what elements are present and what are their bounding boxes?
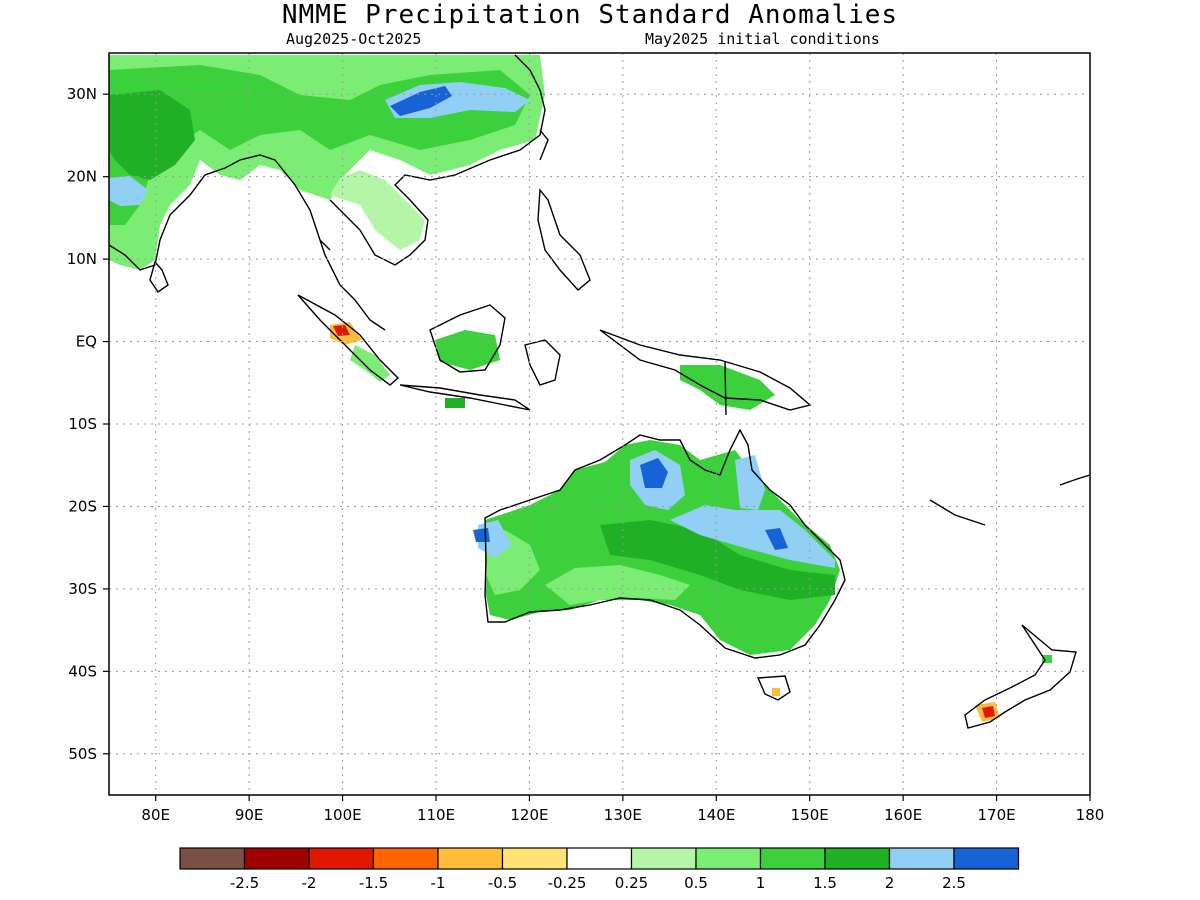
legend-label: -2.5 <box>230 874 259 892</box>
legend-swatch <box>695 847 762 870</box>
legend-label: 1.5 <box>813 874 837 892</box>
legend-label: 2 <box>885 874 895 892</box>
india-blue-patch <box>109 176 148 206</box>
legend-swatch <box>759 847 826 870</box>
legend-swatch <box>243 847 310 870</box>
lon-tick-label: 90E <box>235 806 264 824</box>
australia-north-dark-blue <box>640 458 668 488</box>
lat-tick-label: EQ <box>76 333 97 351</box>
lat-tick-label: 20S <box>68 497 97 515</box>
axis-ticks: 30N 20N 10N EQ 10S 20S 30S 40S 50S 80E 90E 100E 110E… <box>67 85 1105 824</box>
tasmania-dry <box>772 688 780 696</box>
legend-swatch <box>630 847 697 870</box>
legend-swatch <box>566 847 633 870</box>
australia-east-blue <box>670 505 835 568</box>
lon-tick-label: 110E <box>417 806 455 824</box>
legend-swatch <box>308 847 375 870</box>
lon-tick-label: 170E <box>978 806 1016 824</box>
borneo-wet <box>435 330 500 370</box>
lon-tick-label: 150E <box>791 806 829 824</box>
legend-label: 1 <box>756 874 766 892</box>
java-wet <box>445 398 465 408</box>
indochina-light-wet <box>330 170 425 250</box>
sumatra-red-patch <box>333 325 350 336</box>
initial-conditions: May2025 initial conditions <box>645 30 880 48</box>
legend-swatch <box>501 847 568 870</box>
australia-west-dark-blue <box>473 528 490 542</box>
legend-swatch <box>437 847 504 870</box>
lon-tick-label: 100E <box>324 806 362 824</box>
forecast-period: Aug2025-Oct2025 <box>286 30 422 48</box>
legend-swatch <box>888 847 955 870</box>
lon-tick-label: 180 <box>1076 806 1105 824</box>
color-legend: -2.5 -2 -1.5 -1 -0.5 -0.25 0.25 0.5 1 1.5 2 2.5 <box>179 847 1020 892</box>
legend-label: 2.5 <box>942 874 966 892</box>
lat-tick-label: 20N <box>67 168 97 186</box>
lon-tick-label: 120E <box>510 806 548 824</box>
lon-tick-label: 80E <box>141 806 170 824</box>
australia-dark-band <box>600 520 835 600</box>
china-dark-blue-patch <box>390 86 452 116</box>
india-dark-wet <box>109 90 195 180</box>
lat-tick-label: 30N <box>67 85 97 103</box>
legend-swatch <box>179 847 246 870</box>
lon-tick-label: 130E <box>604 806 642 824</box>
legend-label: 0.5 <box>684 874 708 892</box>
sumatra-wet <box>350 345 390 382</box>
legend-swatch <box>953 847 1020 870</box>
map-title: NMME Precipitation Standard Anomalies <box>281 0 899 30</box>
legend-label: -0.5 <box>488 874 517 892</box>
coastlines <box>109 54 1090 729</box>
lat-tick-label: 10S <box>68 415 97 433</box>
queensland-blue-strip <box>735 455 765 510</box>
legend-label: -2 <box>302 874 317 892</box>
legend-swatch <box>372 847 439 870</box>
lon-tick-label: 160E <box>884 806 922 824</box>
graticule <box>109 53 1090 795</box>
lat-tick-label: 40S <box>68 662 97 680</box>
australia-east-dark-blue <box>765 528 788 550</box>
legend-label: 0.25 <box>615 874 648 892</box>
anomaly-shading <box>109 55 1052 722</box>
legend-label: -0.25 <box>548 874 587 892</box>
png-wet <box>680 365 775 410</box>
legend-label: -1 <box>431 874 446 892</box>
nz-red-patch <box>982 706 995 718</box>
legend-label: -1.5 <box>359 874 388 892</box>
australia-light-band <box>545 565 690 605</box>
lat-tick-label: 10N <box>67 250 97 268</box>
lat-tick-label: 30S <box>68 580 97 598</box>
lat-tick-label: 50S <box>68 745 97 763</box>
legend-swatch <box>824 847 891 870</box>
lon-tick-label: 140E <box>697 806 735 824</box>
